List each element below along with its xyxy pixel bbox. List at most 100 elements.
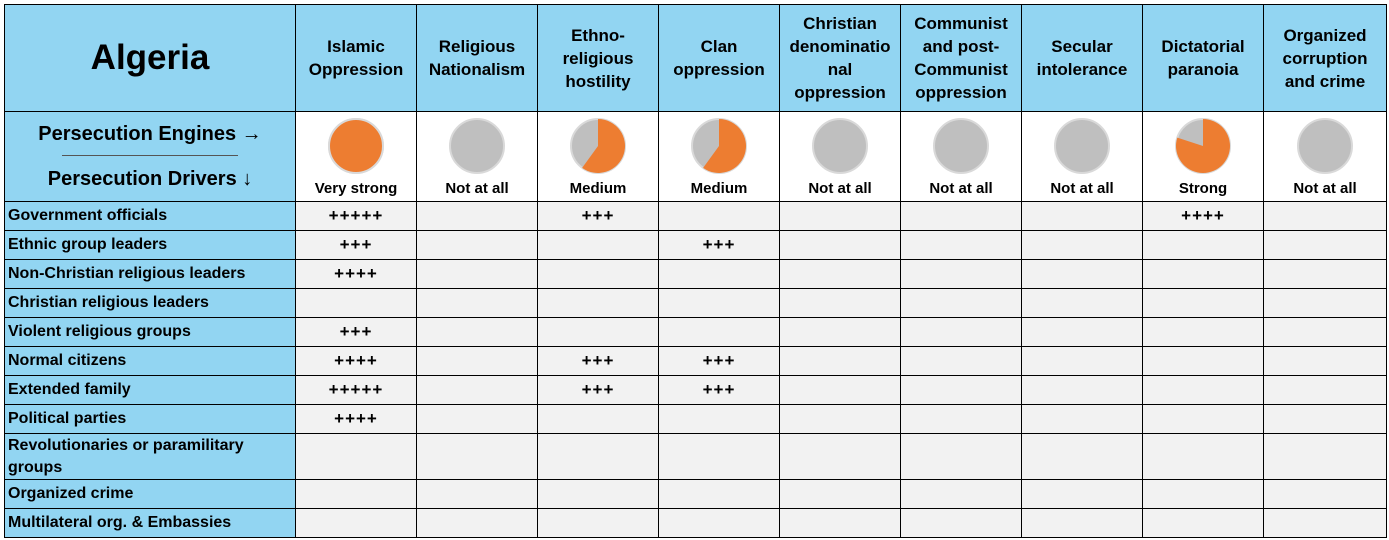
driver-row: Violent religious groups +++ (4, 317, 1387, 347)
persecution-matrix: Algeria Islamic Oppression Religious Nati… (4, 4, 1387, 538)
driver-row: Normal citizens ++++ +++ +++ (4, 346, 1387, 376)
driver-engine-cell (1142, 404, 1264, 434)
engine-pie (1023, 114, 1142, 178)
driver-row: Extended family +++++ +++ +++ (4, 375, 1387, 405)
engine-header: Organized corruption and crime (1263, 4, 1387, 112)
driver-engine-cell (537, 479, 659, 509)
driver-engine-cell (1263, 433, 1387, 480)
driver-engine-cell (1021, 317, 1143, 347)
driver-engine-cell (658, 288, 780, 318)
driver-engine-cell (537, 404, 659, 434)
engine-pie (1144, 114, 1263, 178)
driver-engine-cell (779, 346, 901, 376)
pie-slice (328, 118, 384, 174)
driver-engine-cell (900, 479, 1022, 509)
driver-name: Organized crime (4, 479, 296, 509)
engine-pie (297, 114, 416, 178)
driver-name: Violent religious groups (4, 317, 296, 347)
pie-chart (1054, 118, 1110, 174)
pie-chart (328, 118, 384, 174)
driver-engine-cell (900, 259, 1022, 289)
pie-chart (691, 118, 747, 174)
driver-engine-cell (1263, 201, 1387, 231)
pie-chart (812, 118, 868, 174)
driver-engine-cell (779, 230, 901, 260)
driver-engine-cell (537, 317, 659, 347)
engine-pie (418, 114, 537, 178)
driver-name: Extended family (4, 375, 296, 405)
engine-pie (902, 114, 1021, 178)
pie-chart (933, 118, 989, 174)
pie-chart (570, 118, 626, 174)
driver-engine-cell (537, 433, 659, 480)
driver-engine-cell (1021, 433, 1143, 480)
driver-engine-cell: +++ (658, 230, 780, 260)
driver-engine-cell (295, 288, 417, 318)
engine-pie (539, 114, 658, 178)
driver-engine-cell (658, 433, 780, 480)
driver-row: Government officials +++++ +++ ++++ (4, 201, 1387, 231)
driver-row: Non-Christian religious leaders ++++ (4, 259, 1387, 289)
driver-engine-cell (779, 433, 901, 480)
engine-header: Dictatorial paranoia (1142, 4, 1264, 112)
driver-engine-cell (1142, 230, 1264, 260)
driver-engine-cell (900, 508, 1022, 538)
driver-engine-cell: +++ (658, 346, 780, 376)
driver-engine-cell (416, 404, 538, 434)
pie-background (1054, 118, 1110, 174)
driver-row: Ethnic group leaders +++ +++ (4, 230, 1387, 260)
engine-strength-cell: Not at all (779, 111, 901, 202)
driver-engine-cell (1142, 433, 1264, 480)
engine-level-label: Medium (690, 180, 748, 197)
engine-strength-cell: Not at all (416, 111, 538, 202)
driver-engine-cell (416, 433, 538, 480)
driver-row: Revolutionaries or paramilitary groups (4, 433, 1387, 480)
driver-engine-cell (658, 201, 780, 231)
driver-engine-cell (900, 433, 1022, 480)
driver-engine-cell (1142, 479, 1264, 509)
driver-engine-cell (1263, 508, 1387, 538)
driver-engine-cell (416, 508, 538, 538)
driver-engine-cell (416, 317, 538, 347)
driver-engine-cell (1021, 479, 1143, 509)
driver-engine-cell (658, 404, 780, 434)
driver-engine-cell (416, 375, 538, 405)
driver-engine-cell (900, 288, 1022, 318)
engine-level-label: Not at all (1050, 180, 1114, 197)
engine-level-label: Not at all (929, 180, 993, 197)
driver-row: Political parties ++++ (4, 404, 1387, 434)
driver-engine-cell (779, 404, 901, 434)
driver-engine-cell: +++++ (295, 201, 417, 231)
driver-engine-cell (537, 508, 659, 538)
engine-level-label: Not at all (808, 180, 872, 197)
pie-background (449, 118, 505, 174)
engine-strength-cell: Not at all (900, 111, 1022, 202)
engine-header: Religious Nationalism (416, 4, 538, 112)
driver-engine-cell: ++++ (295, 404, 417, 434)
engine-level-label: Strong (1178, 180, 1228, 197)
driver-engine-cell (1263, 288, 1387, 318)
driver-name: Government officials (4, 201, 296, 231)
engine-pie (660, 114, 779, 178)
driver-engine-cell (900, 201, 1022, 231)
engine-strength-cell: Medium (537, 111, 659, 202)
driver-engine-cell: +++ (537, 375, 659, 405)
legend-divider (62, 155, 238, 156)
driver-name: Revolutionaries or paramilitary groups (4, 433, 296, 480)
driver-engine-cell (416, 346, 538, 376)
engine-level-label: Medium (569, 180, 627, 197)
driver-engine-cell (900, 317, 1022, 347)
driver-row: Christian religious leaders (4, 288, 1387, 318)
engine-header: Clan oppression (658, 4, 780, 112)
pie-chart (1297, 118, 1353, 174)
driver-engine-cell (658, 259, 780, 289)
driver-engine-cell (779, 288, 901, 318)
driver-engine-cell (900, 375, 1022, 405)
legend-cell: Persecution Engines → Persecution Driver… (4, 111, 296, 202)
driver-engine-cell (900, 404, 1022, 434)
pie-background (1297, 118, 1353, 174)
pie-slice (582, 119, 626, 173)
driver-engine-cell (1263, 346, 1387, 376)
engine-header: Christian denominatio nal oppression (779, 4, 901, 112)
engine-level-label: Very strong (314, 180, 398, 197)
